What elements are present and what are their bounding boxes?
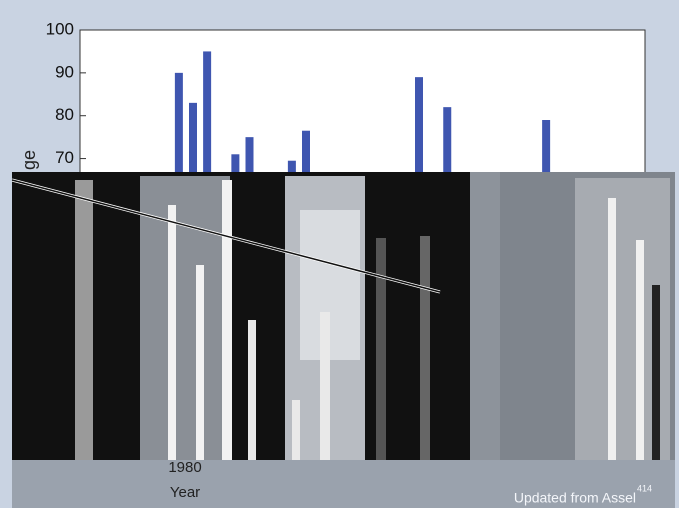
caption-ref: 414 — [637, 483, 652, 493]
bar — [415, 77, 423, 180]
panel-stripe — [168, 205, 176, 460]
trend-line — [11, 179, 441, 293]
overlay-panel — [11, 172, 675, 508]
bar — [287, 160, 296, 180]
panel-stripe — [376, 238, 386, 460]
panel-stripe — [608, 198, 616, 460]
plot-area — [79, 29, 646, 181]
panel-stripe — [75, 180, 93, 460]
panel-stripe — [140, 176, 230, 460]
panel-stripe — [636, 240, 644, 460]
bar — [245, 137, 254, 180]
bar-group: 70 80 90 100 — [46, 19, 551, 180]
panel-stripe — [420, 236, 430, 460]
panel-stripe — [652, 285, 660, 460]
axis-strip — [12, 460, 675, 508]
y-tick-label: 100 — [46, 19, 74, 38]
panel-stripe — [222, 180, 232, 460]
bar — [443, 107, 452, 180]
caption: Updated from Assel — [514, 490, 636, 506]
y-tick-label: 70 — [55, 148, 74, 167]
panel-stripe — [248, 320, 256, 460]
y-tick-label: 90 — [55, 62, 74, 81]
panel-stripe — [470, 172, 500, 460]
panel-stripe — [196, 265, 204, 460]
y-axis-label: ge — [19, 150, 39, 170]
bar — [174, 72, 183, 180]
bar — [231, 154, 240, 180]
bar — [302, 130, 310, 180]
x-axis-label: Year — [170, 484, 200, 501]
x-tick-label: 1980 — [168, 459, 201, 476]
bar — [203, 51, 212, 180]
bar — [189, 102, 197, 180]
y-tick-label: 80 — [55, 105, 74, 124]
bar — [542, 120, 551, 180]
panel-stripe — [292, 400, 300, 460]
panel-stripe — [320, 312, 330, 460]
